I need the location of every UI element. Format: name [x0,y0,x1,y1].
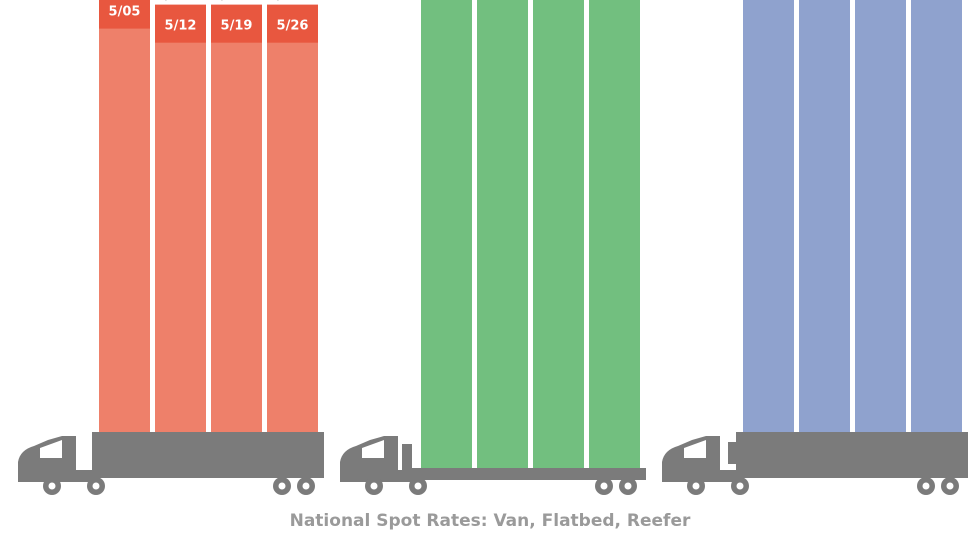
bar [855,0,906,432]
category-label: 5/26 [277,19,309,34]
category-label: 5/19 [221,19,253,34]
category-label: 5/12 [165,19,197,34]
truck-van-icon [18,432,324,495]
truck-cab [18,436,76,482]
bar-cap [155,4,206,43]
bar-cap [267,4,318,43]
bar-cap [211,4,262,43]
bar-cap [99,0,150,29]
truck-reefer-icon [662,432,968,495]
truck-hub [278,482,286,490]
truck-flatbed-deck [410,468,646,480]
spot-rates-chart: 5/05$2.185/12$2.155/19$2.155/26$2.155/05… [18,0,968,495]
data-label: $2.15 [218,0,255,3]
bar [421,0,472,468]
truck-trailer [736,432,968,478]
category-label: 5/05 [109,5,141,20]
chart-title: National Spot Rates: Van, Flatbed, Reefe… [289,511,691,531]
truck-cab [340,436,398,482]
truck-hub [946,482,954,490]
truck-window [684,440,706,458]
truck-hub [600,482,608,490]
data-label: $2.15 [162,0,199,3]
truck-hub [302,482,310,490]
truck-hub [48,482,56,490]
truck-window [40,440,62,458]
data-label: $2.15 [274,0,311,3]
reefer-unit [728,442,738,464]
truck-hub [692,482,700,490]
truck-headboard [402,444,412,482]
bar [743,0,794,433]
truck-trailer [92,432,324,478]
bar [911,0,962,432]
truck-hub [414,482,422,490]
bar [589,0,640,469]
bar [99,0,150,432]
truck-flatbed-icon [340,436,646,495]
truck-hub [624,482,632,490]
bar [267,4,318,432]
truck-hub [92,482,100,490]
bar [533,0,584,468]
truck-window [362,440,384,458]
truck-hub [370,482,378,490]
bar [211,4,262,432]
truck-hub [922,482,930,490]
truck-hub [736,482,744,490]
bar [155,4,206,432]
truck-cab [662,436,720,482]
bar [799,0,850,432]
bar [477,0,528,468]
